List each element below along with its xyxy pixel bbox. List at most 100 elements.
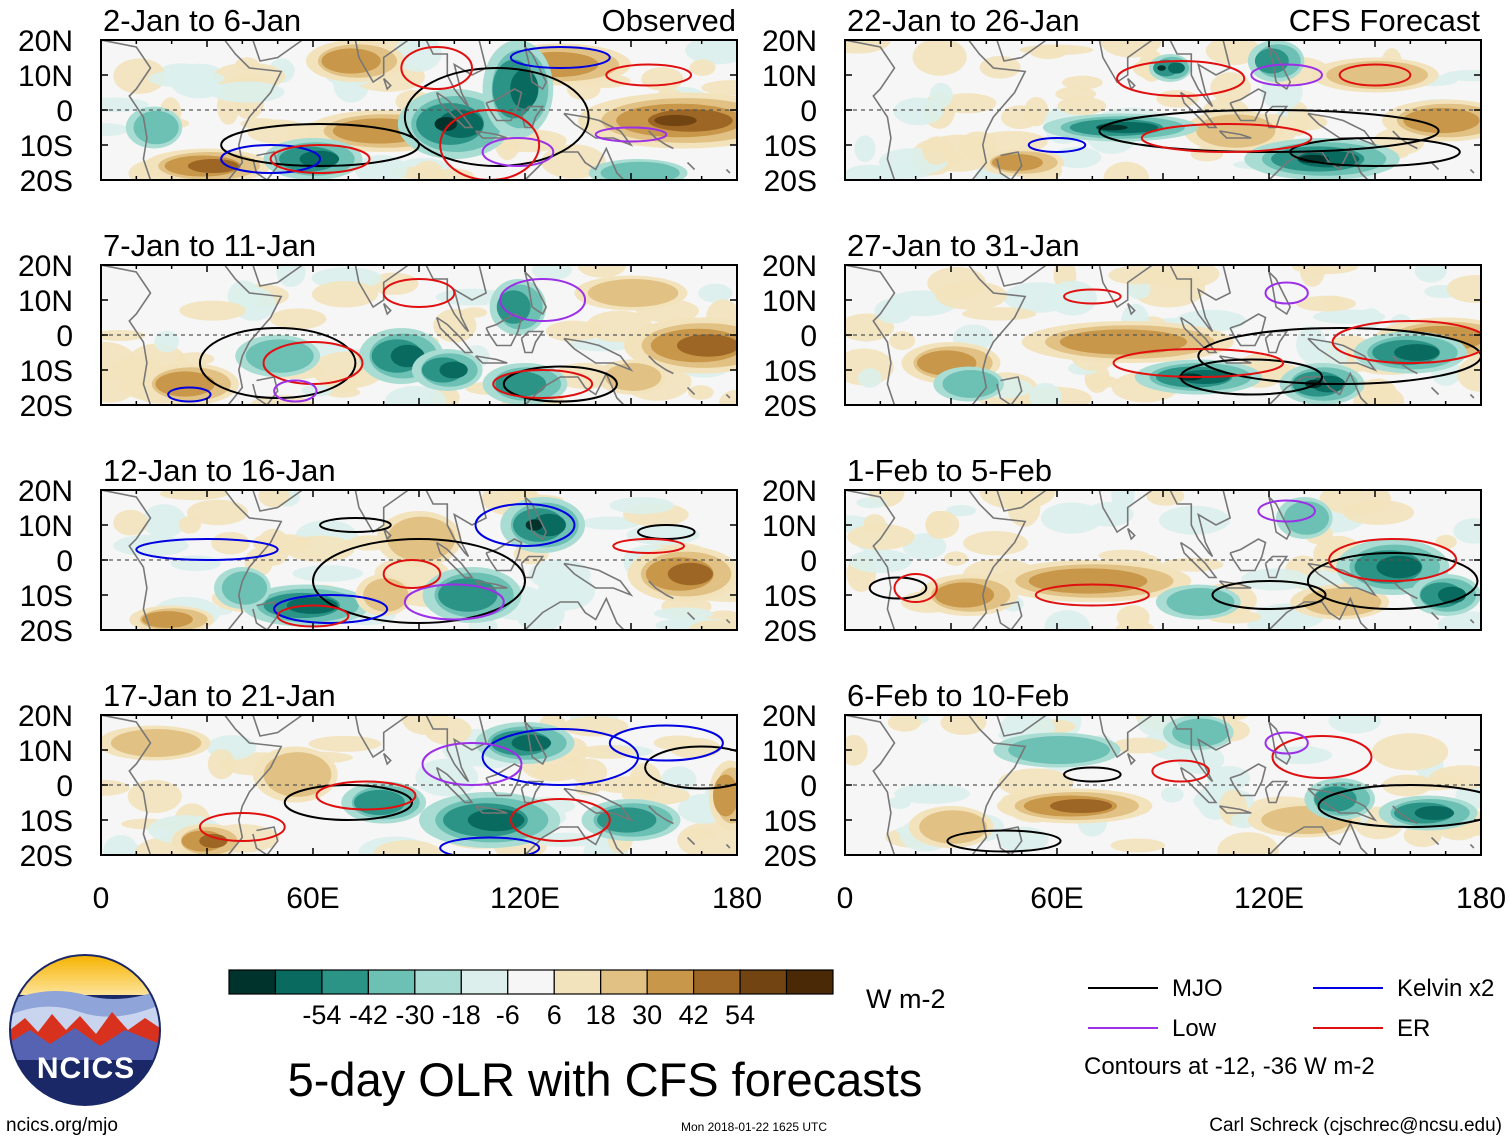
dry-anomaly [199, 834, 228, 848]
lat-tick-label: 10N [18, 285, 73, 318]
panel-2: 7-Jan to 11-Jan [100, 228, 738, 406]
anomaly-speckle [385, 385, 447, 405]
coastline [1229, 538, 1267, 572]
anomaly-speckle [1146, 490, 1185, 506]
dry-anomaly [187, 159, 239, 173]
panel-title: 22-Jan to 26-Jan [847, 3, 1080, 38]
coastline [1268, 371, 1369, 405]
anomaly-speckle [178, 515, 201, 534]
kelvin-contour [481, 728, 640, 786]
lat-tick-label: 20N [762, 700, 817, 733]
anomaly-speckle [515, 595, 565, 630]
footer-timestamp: Mon 2018-01-22 1625 UTC [681, 1120, 827, 1134]
coastline [996, 40, 1047, 62]
er-contour [382, 559, 442, 589]
coastline [845, 40, 896, 180]
anomaly-speckle [1160, 786, 1184, 803]
logo-text: NCICS [37, 1052, 135, 1085]
colorbar-swatch [600, 969, 648, 995]
coastline [524, 271, 548, 316]
anomaly-speckle [577, 265, 626, 278]
er-contour [269, 144, 371, 174]
panel-grid: 2-Jan to 6-Jan Observed 7-Jan to 11-Jan 12-… [100, 3, 1482, 856]
wet-anomaly [1172, 718, 1229, 747]
anomaly-speckle [561, 716, 629, 737]
colorbar-swatch [507, 969, 555, 995]
anomaly-speckle [1429, 765, 1481, 790]
lat-tick-label: 20N [762, 250, 817, 283]
coastline [382, 527, 392, 541]
contour-note: Contours at -12, -36 W m-2 [1084, 1053, 1375, 1080]
colorbar-tick-label: -42 [349, 1000, 388, 1030]
coastline [1469, 168, 1475, 174]
coastline [563, 337, 634, 372]
er-contour [1338, 63, 1412, 87]
coastline [1392, 580, 1418, 600]
anomaly-speckle [1435, 534, 1457, 549]
anomaly-speckle [661, 766, 697, 794]
coastline [1229, 313, 1267, 347]
coastline [563, 562, 634, 597]
kelvin-contour [1027, 137, 1087, 153]
coastline [382, 77, 392, 91]
coastline [996, 151, 1023, 180]
mjo-contour [1306, 552, 1479, 610]
coastline [563, 787, 634, 822]
er-contour [1328, 538, 1458, 582]
anomaly-speckle [653, 607, 714, 620]
panel-5: 22-Jan to 26-Jan CFS Forecast [844, 3, 1482, 181]
mjo-contour [1098, 109, 1440, 153]
wet-anomaly [353, 789, 405, 816]
mjo-contour [1211, 580, 1327, 610]
dry-anomaly [919, 810, 988, 844]
coastline [1064, 40, 1153, 84]
coastline [648, 355, 674, 375]
coastline [1126, 302, 1136, 316]
coastline [725, 843, 731, 849]
anomaly-speckle [1098, 549, 1150, 562]
coastline [1430, 161, 1440, 171]
wet-anomaly [1414, 806, 1455, 820]
low-contour [1264, 731, 1309, 755]
figure-title: 5-day OLR with CFS forecasts [288, 1053, 923, 1106]
coastline [485, 88, 523, 122]
anomaly-speckle [1457, 356, 1481, 392]
lat-tick-label: 20S [764, 390, 817, 423]
anomaly-speckle [1158, 505, 1230, 535]
anomaly-speckle [1328, 715, 1382, 734]
footer-credit: Carl Schreck (cjschrec@ncsu.edu) [1209, 1115, 1502, 1136]
anomaly-speckle [1446, 274, 1481, 303]
lat-tick-label: 20S [20, 165, 73, 198]
lat-tick-label: 10S [764, 130, 817, 163]
coastline [435, 541, 474, 579]
anomaly-speckle [963, 530, 1029, 556]
coastline [1307, 337, 1378, 372]
lon-tick-label: 180 [712, 882, 762, 915]
wet-anomaly [439, 361, 468, 379]
er-contour [1034, 583, 1150, 607]
coastline [435, 91, 474, 129]
anomaly-speckle [209, 81, 285, 103]
dry-anomaly [110, 729, 202, 757]
lat-tick-label: 20S [20, 840, 73, 873]
dry-anomaly [155, 371, 215, 397]
lat-tick-label: 20S [764, 165, 817, 198]
mjo-contour [1317, 784, 1481, 828]
colorbar-units: W m-2 [866, 984, 945, 1014]
dry-anomaly [654, 114, 697, 127]
coastline [224, 715, 283, 855]
lat-tick-label: 20S [20, 615, 73, 648]
anomaly-speckle [578, 745, 636, 759]
anomaly-speckle [929, 82, 953, 108]
coastline [520, 330, 545, 354]
coastline [485, 538, 523, 572]
coastline [996, 826, 1023, 855]
anomaly-speckle [685, 40, 737, 65]
anomaly-speckle [1156, 89, 1199, 108]
colorbar-swatch [553, 969, 602, 995]
anomaly-speckle [531, 265, 572, 281]
colorbar-swatch [367, 969, 416, 995]
dry-anomaly [587, 279, 679, 307]
er-contour [1063, 288, 1122, 305]
coastline [1268, 596, 1369, 630]
